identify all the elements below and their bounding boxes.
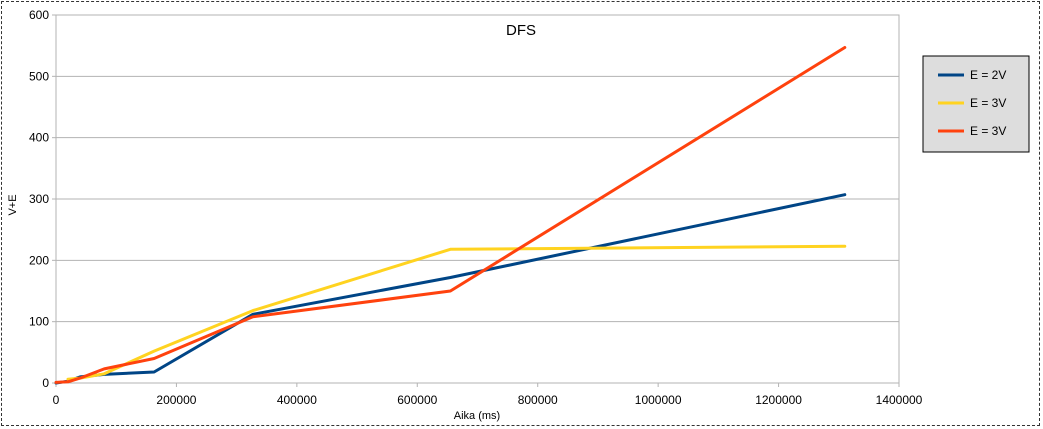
y-tick-label: 200 bbox=[29, 253, 49, 267]
y-tick-label: 300 bbox=[29, 192, 49, 206]
x-tick-label: 1400000 bbox=[876, 393, 923, 407]
y-tick-label: 600 bbox=[29, 8, 49, 22]
series-lines bbox=[54, 46, 847, 385]
tick-labels: 0 100 200 300 400 500 600 0 200000 400000 600000 80… bbox=[29, 8, 923, 407]
x-tick-label: 400000 bbox=[277, 393, 317, 407]
grid-lines bbox=[52, 14, 900, 387]
legend-label: E = 3V bbox=[970, 96, 1006, 110]
x-axis-label: Aika (ms) bbox=[454, 410, 500, 422]
legend-label: E = 3V bbox=[970, 124, 1006, 138]
y-tick-label: 100 bbox=[29, 315, 49, 329]
x-tick-label: 800000 bbox=[518, 393, 558, 407]
y-axis-label: V+E bbox=[7, 194, 19, 215]
x-tick-label: 200000 bbox=[156, 393, 196, 407]
series-line-3 bbox=[54, 46, 847, 384]
y-tick-label: 0 bbox=[42, 376, 49, 390]
x-tick-label: 1000000 bbox=[635, 393, 682, 407]
x-tick-label: 0 bbox=[53, 393, 60, 407]
x-tick-label: 1200000 bbox=[755, 393, 802, 407]
x-tick-label: 600000 bbox=[397, 393, 437, 407]
legend: E = 2V E = 3V E = 3V bbox=[922, 55, 1030, 153]
y-tick-label: 400 bbox=[29, 131, 49, 145]
y-tick-label: 500 bbox=[29, 69, 49, 83]
chart-title: DFS bbox=[506, 22, 536, 39]
legend-label: E = 2V bbox=[970, 68, 1006, 82]
